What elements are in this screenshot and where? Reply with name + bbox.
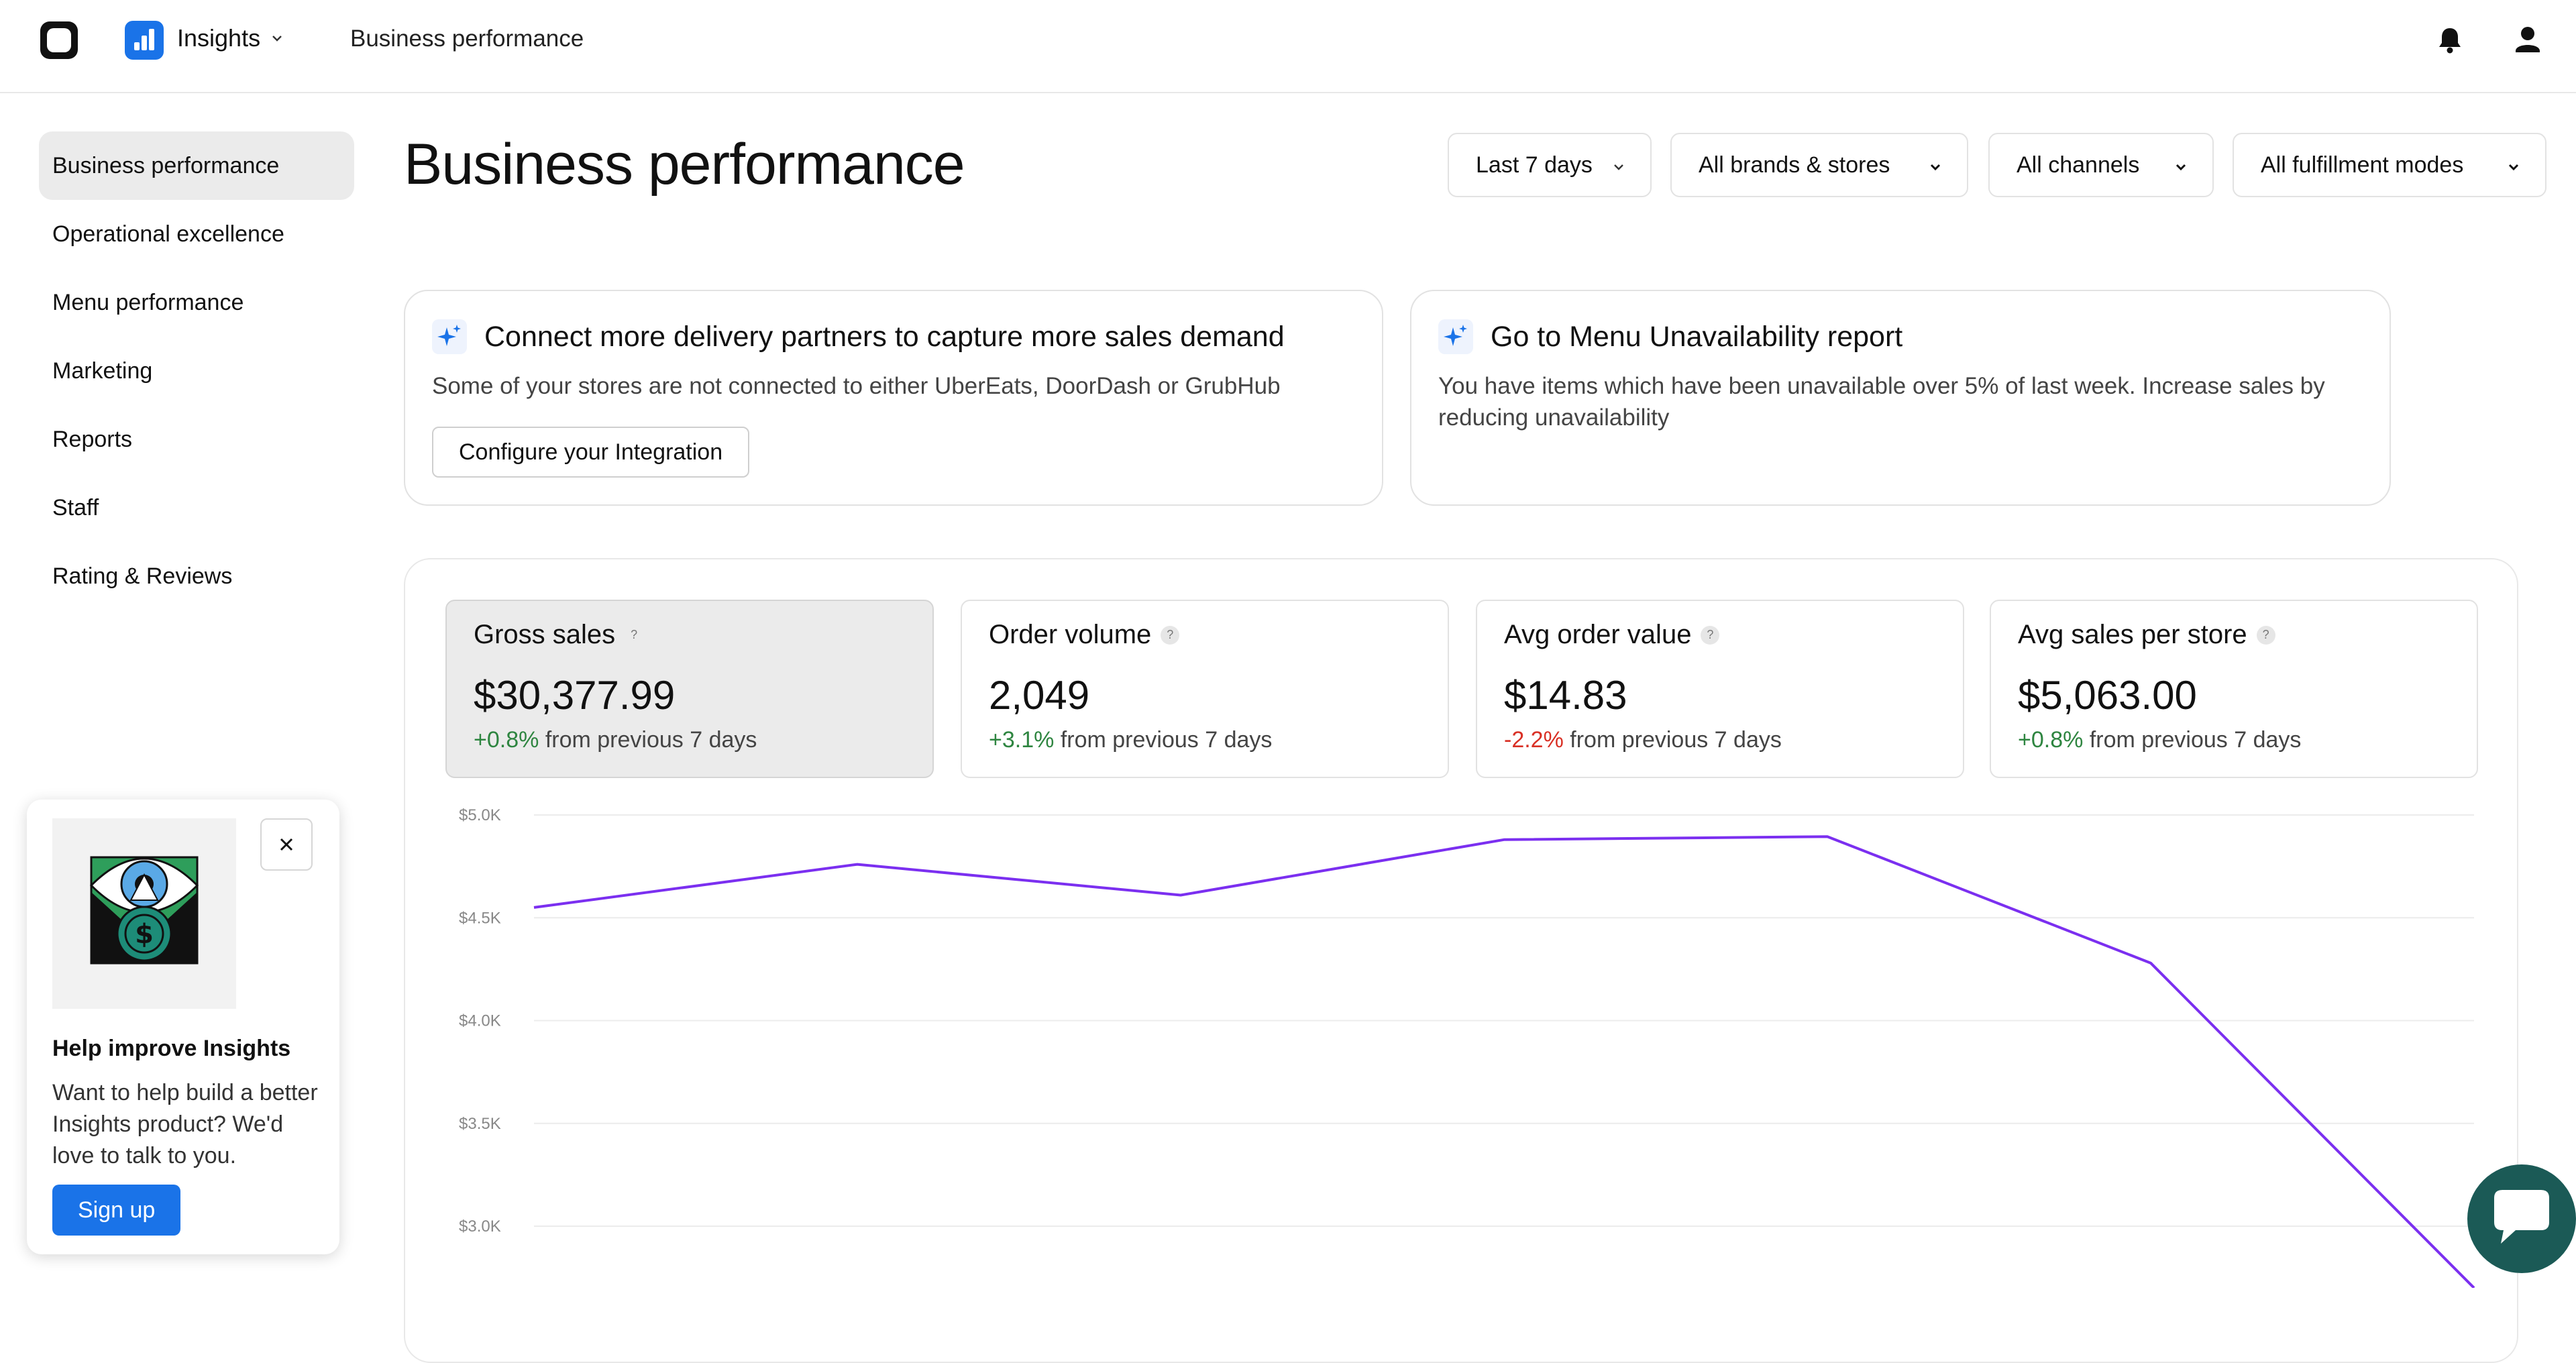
feedback-card: $ Help improve Insights Want to help bui… xyxy=(27,800,339,1254)
metric-value: $5,063.00 xyxy=(2018,673,2197,718)
delta-percent: +3.1% xyxy=(989,727,1055,753)
sidebar-item-business-performance[interactable]: Business performance xyxy=(39,131,354,200)
metric-value: $30,377.99 xyxy=(474,673,676,718)
metric-card-order-volume[interactable]: Order volume? 2,049 +3.1% from previous … xyxy=(961,600,1449,778)
sidebar-item-operational-excellence[interactable]: Operational excellence xyxy=(52,221,284,247)
delta-text: from previous 7 days xyxy=(545,727,757,753)
chevron-down-icon[interactable] xyxy=(270,31,284,46)
metric-card-avg-sales-per-store[interactable]: Avg sales per store? $5,063.00 +0.8% fro… xyxy=(1990,600,2478,778)
metric-title: Order volume xyxy=(989,620,1152,649)
insights-app-icon[interactable] xyxy=(125,21,164,60)
metric-value: 2,049 xyxy=(989,673,1090,718)
metric-delta: +3.1% from previous 7 days xyxy=(989,727,1272,753)
chevron-down-icon xyxy=(2176,164,2186,171)
sidebar-item-rating-reviews[interactable]: Rating & Reviews xyxy=(52,563,233,589)
delta-percent: -2.2% xyxy=(1504,727,1564,753)
chevron-down-icon xyxy=(1930,164,1941,171)
promo-description-line-1: You have items which have been unavailab… xyxy=(1438,373,2325,399)
top-bar: Insights Business performance xyxy=(0,0,2576,93)
svg-text:$: $ xyxy=(135,919,154,950)
metric-value: $14.83 xyxy=(1504,673,1627,718)
delta-text: from previous 7 days xyxy=(2089,727,2302,753)
page-title: Business performance xyxy=(404,132,965,197)
sidebar-item-marketing[interactable]: Marketing xyxy=(52,358,153,384)
feedback-text: Want to help build a better Insights pro… xyxy=(52,1080,318,1168)
chat-button[interactable] xyxy=(2467,1164,2576,1273)
fulfillment-modes-filter[interactable]: All fulfillment modes xyxy=(2233,133,2546,197)
delta-text: from previous 7 days xyxy=(1570,727,1782,753)
sign-up-button[interactable]: Sign up xyxy=(52,1185,181,1236)
sidebar-item-menu-performance[interactable]: Menu performance xyxy=(52,289,244,315)
promo-title: Connect more delivery partners to captur… xyxy=(484,321,1285,353)
chat-bubble-icon xyxy=(2494,1190,2549,1244)
delta-percent: +0.8% xyxy=(474,727,539,753)
fulfillment-modes-label: All fulfillment modes xyxy=(2261,152,2464,178)
sidebar: Business performance Operational excelle… xyxy=(39,131,354,610)
help-icon[interactable]: ? xyxy=(2256,625,2275,645)
date-range-filter[interactable]: Last 7 days xyxy=(1448,133,1652,197)
close-button[interactable] xyxy=(260,818,313,871)
help-icon[interactable]: ? xyxy=(1161,625,1180,645)
metric-delta: +0.8% from previous 7 days xyxy=(2018,727,2301,753)
channels-filter[interactable]: All channels xyxy=(1988,133,2214,197)
promo-description-line-2: reducing unavailability xyxy=(1438,404,1670,431)
brands-stores-filter[interactable]: All brands & stores xyxy=(1670,133,1968,197)
metric-delta: -2.2% from previous 7 days xyxy=(1504,727,1782,753)
sidebar-item-reports[interactable]: Reports xyxy=(52,426,133,452)
promo-description: You have items which have been unavailab… xyxy=(1438,370,2325,433)
sparkle-icon xyxy=(1438,319,1473,354)
metric-title: Avg sales per store xyxy=(2018,620,2247,649)
chevron-down-icon xyxy=(2508,164,2519,171)
feedback-title: Help improve Insights xyxy=(52,1036,291,1061)
metric-title: Gross sales xyxy=(474,620,616,649)
promo-title: Go to Menu Unavailability report xyxy=(1491,321,1903,353)
bell-icon[interactable] xyxy=(2431,21,2469,59)
metric-delta: +0.8% from previous 7 days xyxy=(474,727,757,753)
delivery-partners-card: Connect more delivery partners to captur… xyxy=(404,290,1383,506)
date-range-label: Last 7 days xyxy=(1476,152,1593,178)
metric-card-avg-order-value[interactable]: Avg order value? $14.83 -2.2% from previ… xyxy=(1476,600,1964,778)
sparkle-icon xyxy=(432,319,467,354)
app-switcher-label[interactable]: Insights xyxy=(177,24,261,52)
logo-icon[interactable] xyxy=(40,21,78,59)
sidebar-item-staff[interactable]: Staff xyxy=(52,494,99,521)
eye-dollar-icon: $ xyxy=(89,856,199,965)
chevron-down-icon xyxy=(1614,164,1623,170)
metric-title: Avg order value xyxy=(1504,620,1692,649)
metric-card-gross-sales[interactable]: Gross sales? $30,377.99 +0.8% from previ… xyxy=(445,600,934,778)
delta-percent: +0.8% xyxy=(2018,727,2084,753)
brands-stores-label: All brands & stores xyxy=(1699,152,1890,178)
help-icon[interactable]: ? xyxy=(631,628,638,641)
delta-text: from previous 7 days xyxy=(1060,727,1273,753)
close-icon xyxy=(280,838,293,851)
breadcrumb: Business performance xyxy=(350,25,584,52)
user-icon[interactable] xyxy=(2508,20,2548,60)
feedback-illustration: $ xyxy=(52,818,236,1009)
configure-integration-button[interactable]: Configure your Integration xyxy=(432,427,750,478)
channels-label: All channels xyxy=(2017,152,2140,178)
help-icon[interactable]: ? xyxy=(1701,625,1720,645)
promo-description: Some of your stores are not connected to… xyxy=(432,373,1281,399)
menu-unavailability-card[interactable]: Go to Menu Unavailability report You hav… xyxy=(1410,290,2391,506)
